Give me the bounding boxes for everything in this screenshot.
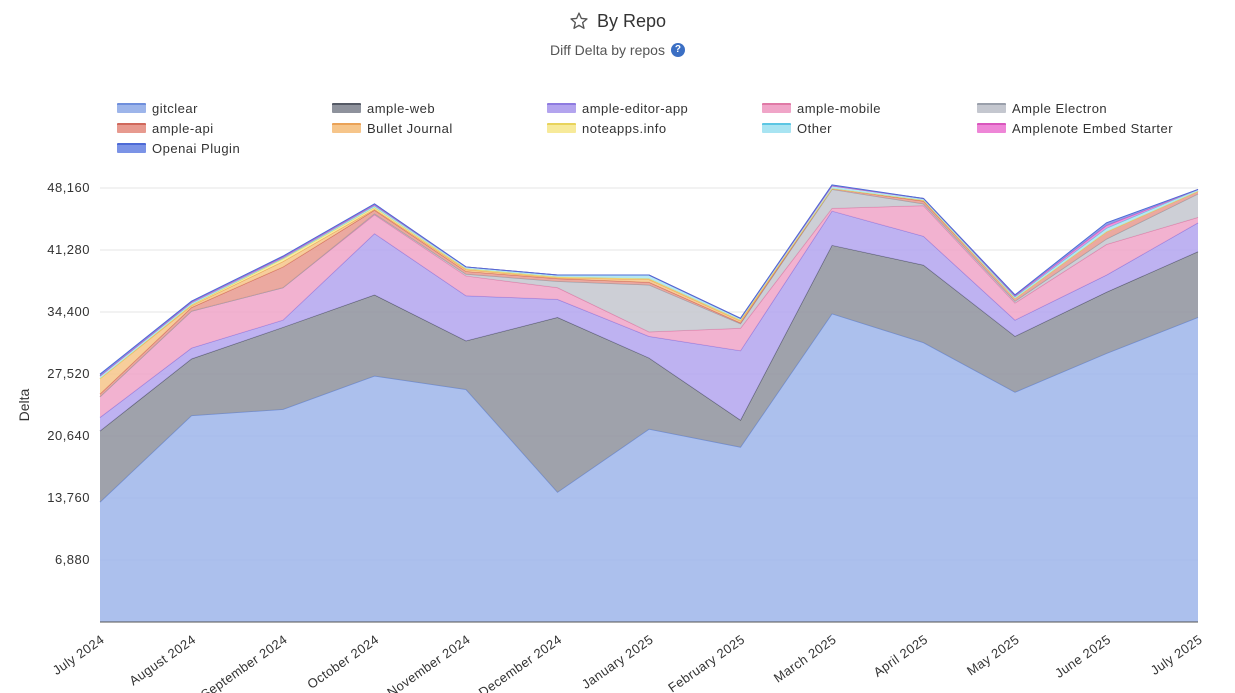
legend-label: ample-api <box>152 120 214 136</box>
legend-swatch <box>332 103 361 113</box>
x-tick-label: November 2024 <box>384 632 473 693</box>
x-tick-label: March 2025 <box>771 632 839 686</box>
x-tick-label: May 2025 <box>964 632 1022 679</box>
y-tick-label: 13,760 <box>47 490 90 505</box>
x-tick-label: June 2025 <box>1052 632 1113 681</box>
y-tick-label: 27,520 <box>47 366 90 381</box>
legend-item[interactable]: Ample Electron <box>977 100 1192 116</box>
x-tick-label: July 2024 <box>50 632 107 678</box>
y-tick-label: 6,880 <box>55 552 90 567</box>
series-line <box>99 184 1199 375</box>
legend-item[interactable]: Openai Plugin <box>117 140 332 156</box>
legend-label: Bullet Journal <box>367 120 453 136</box>
legend-label: Amplenote Embed Starter <box>1012 120 1174 136</box>
x-tick-label: April 2025 <box>871 632 931 680</box>
legend-swatch <box>977 103 1006 113</box>
legend-swatch <box>332 123 361 133</box>
legend-swatch <box>117 123 146 133</box>
legend-label: noteapps.info <box>582 120 667 136</box>
x-tick-label: December 2024 <box>476 632 565 693</box>
question-circle-icon[interactable]: ? <box>670 43 685 57</box>
legend-label: ample-mobile <box>797 100 882 116</box>
x-tick-label: September 2024 <box>198 632 290 693</box>
legend-label: Ample Electron <box>1012 100 1108 116</box>
x-tick-label: February 2025 <box>665 632 747 693</box>
chart-subtitle: Diff Delta by repos <box>550 42 665 58</box>
x-tick-label: January 2025 <box>579 632 656 692</box>
series-area[interactable] <box>100 245 1198 503</box>
legend-label: ample-web <box>367 100 436 116</box>
legend-swatch <box>117 143 146 153</box>
legend-swatch <box>762 103 791 113</box>
series-area[interactable] <box>100 211 1198 431</box>
legend-label: ample-editor-app <box>582 100 689 116</box>
y-tick-label: 20,640 <box>47 428 90 443</box>
legend-item[interactable]: Other <box>762 120 977 136</box>
chart-header: By Repo Diff Delta by repos ? <box>0 8 1235 58</box>
legend-item[interactable]: noteapps.info <box>547 120 762 136</box>
legend-item[interactable]: ample-web <box>332 100 547 116</box>
legend-item[interactable]: gitclear <box>117 100 332 116</box>
y-tick-label: 34,400 <box>47 304 90 319</box>
legend-item[interactable]: ample-mobile <box>762 100 977 116</box>
legend-swatch <box>117 103 146 113</box>
legend-swatch <box>977 123 1006 133</box>
legend-label: Openai Plugin <box>152 140 241 156</box>
legend-label: Other <box>797 120 833 136</box>
y-tick-label: 48,160 <box>47 180 90 195</box>
y-axis-label: Delta <box>16 388 32 421</box>
page-title: By Repo <box>596 10 667 31</box>
legend-item[interactable]: Amplenote Embed Starter <box>977 120 1192 136</box>
chart-legend: gitclear ample-web ample-editor-app ample-m… <box>117 100 1217 156</box>
series-area[interactable] <box>100 189 1198 397</box>
legend-swatch <box>762 123 791 133</box>
y-tick-label: 41,280 <box>47 242 90 257</box>
x-tick-label: October 2024 <box>304 632 381 692</box>
series-area[interactable] <box>100 313 1198 622</box>
legend-item[interactable]: ample-api <box>117 120 332 136</box>
x-tick-label: August 2024 <box>126 632 198 689</box>
legend-swatch <box>547 123 576 133</box>
title-row: By Repo <box>0 8 1235 34</box>
legend-item[interactable]: ample-editor-app <box>547 100 762 116</box>
subtitle-row: Diff Delta by repos ? <box>0 42 1235 58</box>
legend-label: gitclear <box>152 100 198 116</box>
star-icon[interactable] <box>569 11 589 31</box>
legend-item[interactable]: Bullet Journal <box>332 120 547 136</box>
legend-swatch <box>547 103 576 113</box>
x-tick-label: July 2025 <box>1148 632 1205 678</box>
